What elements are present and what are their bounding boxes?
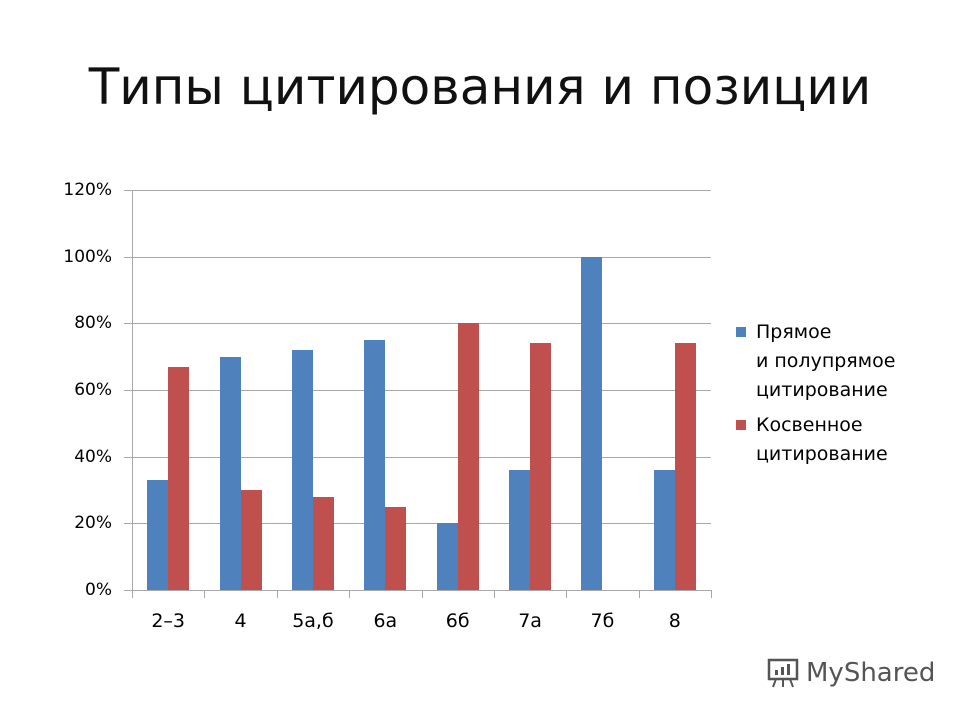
bar <box>385 506 407 590</box>
x-tick-label: 2–3 <box>151 610 186 632</box>
x-tick-label: 7а <box>518 610 542 632</box>
legend-item-direct: Прямое и полупрямое цитирование <box>736 318 936 405</box>
legend-swatch-blue <box>736 327 746 337</box>
bar <box>147 480 169 590</box>
x-tick-mark <box>493 590 495 598</box>
y-tick-label: 80% <box>74 313 112 334</box>
bar <box>219 356 241 590</box>
y-axis-line <box>132 190 133 591</box>
legend-label: Прямое <box>756 321 832 343</box>
bar <box>530 343 552 590</box>
slide-title: Типы цитирования и позиции <box>88 58 872 116</box>
bar <box>581 256 603 590</box>
y-tick-label: 40% <box>74 446 112 467</box>
bar <box>457 323 479 590</box>
bar <box>509 470 531 590</box>
bar <box>364 340 386 590</box>
x-tick-mark <box>132 590 133 598</box>
gridline <box>124 190 711 191</box>
x-tick-label: 5а,б <box>292 610 334 632</box>
x-tick-mark <box>421 590 423 598</box>
legend-item-indirect: Косвенное цитирование <box>736 411 936 469</box>
y-tick-label: 60% <box>74 380 112 400</box>
bar <box>168 366 190 590</box>
bar <box>291 350 313 590</box>
x-tick-mark <box>638 590 640 598</box>
y-tick-label: 120% <box>63 180 112 200</box>
bar <box>653 470 675 590</box>
gridline <box>124 256 711 258</box>
x-tick-mark <box>204 590 206 598</box>
bar <box>312 496 334 590</box>
x-tick-label: 6б <box>445 610 470 632</box>
gridline <box>124 523 711 525</box>
bar <box>240 490 262 590</box>
gridline <box>124 323 711 325</box>
legend-label: и полупрямое <box>756 350 896 372</box>
watermark-text: MyShared <box>806 658 936 688</box>
legend-label: цитирование <box>756 379 888 401</box>
watermark: MyShared <box>766 656 935 690</box>
legend-swatch-red <box>736 420 746 430</box>
bar <box>674 343 696 590</box>
bar <box>436 523 458 590</box>
x-tick-label: 4 <box>234 610 247 632</box>
x-axis-line <box>124 590 711 591</box>
x-tick-mark <box>711 590 712 598</box>
presentation-board-icon <box>767 658 799 688</box>
x-tick-label: 6а <box>373 610 398 632</box>
gridline <box>124 456 711 458</box>
y-tick-label: 100% <box>63 246 112 267</box>
y-tick-label: 20% <box>74 513 112 534</box>
x-tick-mark <box>349 590 351 598</box>
legend: Прямое и полупрямое цитирование Косвенно… <box>736 318 936 475</box>
legend-label: Косвенное <box>756 414 863 436</box>
x-tick-mark <box>566 590 568 598</box>
x-tick-label: 8 <box>668 610 681 632</box>
legend-label: цитирование <box>756 443 888 465</box>
x-tick-label: 7б <box>590 610 615 632</box>
gridline <box>124 390 711 391</box>
y-tick-label: 0% <box>85 580 112 600</box>
x-tick-mark <box>276 590 278 598</box>
